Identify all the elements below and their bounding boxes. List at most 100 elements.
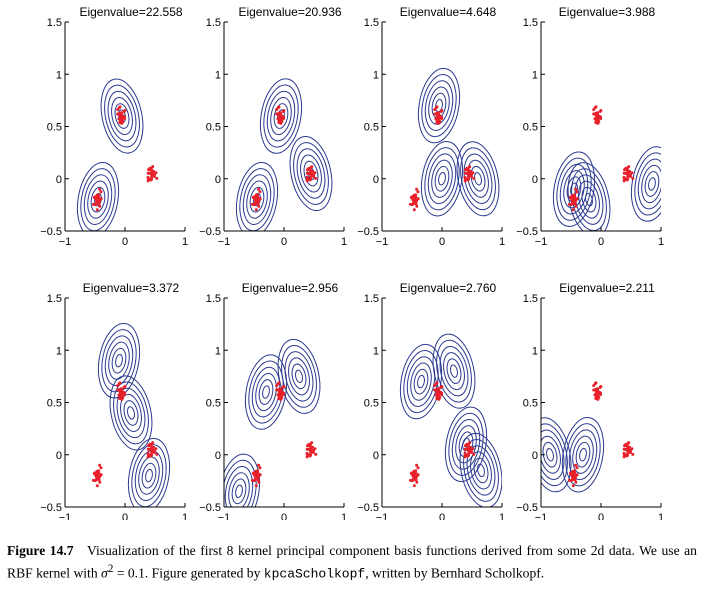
data-point	[573, 199, 576, 203]
y-tick-label: 1.5	[47, 293, 62, 305]
contour-ring	[559, 163, 589, 215]
contour-ring	[427, 153, 457, 205]
data-point	[120, 394, 124, 398]
y-tick-label: 0.5	[47, 122, 62, 134]
y-tick-label: 0.5	[206, 122, 221, 134]
contour-ring	[406, 356, 436, 407]
contour-ring	[296, 148, 326, 199]
contour-ring	[541, 417, 572, 493]
y-tick-label: 1.5	[523, 293, 538, 305]
data-point	[256, 193, 260, 197]
y-tick-label: 0	[215, 450, 221, 462]
x-tick-label: 0	[122, 512, 128, 520]
panel-6: Eigenvalue=2.956 −0.5 0 0.5 1 1.5 −1 0 1	[199, 281, 347, 520]
data-point	[258, 473, 262, 477]
data-point	[415, 480, 419, 484]
data-point	[596, 397, 600, 401]
y-tick-label: 0	[215, 174, 221, 186]
data-point	[416, 190, 420, 194]
data-point	[412, 484, 416, 488]
contour-lines	[76, 78, 144, 231]
x-tick-label: 0	[439, 236, 445, 248]
contour-ring	[470, 165, 486, 192]
contour-ring	[295, 369, 303, 384]
data-point	[118, 381, 122, 385]
y-tick-label: 1	[215, 69, 221, 81]
x-tick-label: 1	[499, 236, 505, 248]
data-point	[257, 480, 261, 484]
y-tick-label: 1.5	[206, 17, 221, 29]
data-point	[435, 381, 439, 385]
panel-title: Eigenvalue=3.372	[83, 281, 180, 295]
data-point	[622, 176, 626, 180]
data-point	[118, 105, 122, 109]
contour-ring	[293, 142, 329, 205]
contour-ring	[244, 354, 288, 430]
panel-2: Eigenvalue=20.936 −0.5 0 0.5 1 1.5 −1 0 1	[199, 5, 347, 248]
data-point	[250, 202, 254, 206]
data-point	[116, 108, 120, 112]
data-point	[250, 478, 254, 482]
data-point	[275, 384, 279, 388]
y-tick-label: 0	[532, 174, 538, 186]
data-point	[567, 478, 571, 482]
data-point	[592, 108, 596, 112]
data-point	[440, 393, 444, 396]
data-point	[99, 466, 103, 470]
contour-ring	[456, 141, 500, 217]
data-point	[592, 384, 596, 388]
data-point	[93, 195, 97, 199]
data-point	[152, 175, 156, 178]
data-points	[91, 381, 159, 488]
contour-ring	[630, 146, 661, 222]
data-point	[573, 478, 577, 481]
contour-ring	[399, 343, 443, 420]
contour-ring	[470, 451, 492, 490]
data-point	[466, 444, 470, 448]
data-point	[437, 394, 441, 398]
panel-title: Eigenvalue=22.558	[79, 5, 182, 19]
contour-ring	[262, 385, 270, 399]
data-point	[120, 118, 124, 122]
data-point	[146, 176, 150, 180]
data-point	[465, 447, 469, 451]
data-point	[466, 454, 470, 458]
contour-ring	[231, 478, 247, 505]
x-tick-label: 0	[439, 512, 445, 520]
data-point	[314, 452, 318, 456]
contour-ring	[432, 333, 476, 409]
data-point	[279, 118, 283, 122]
data-point	[575, 473, 579, 477]
data-point	[575, 190, 579, 194]
contour-ring	[259, 78, 303, 154]
contour-ring	[281, 344, 317, 408]
contour-ring	[83, 174, 113, 225]
data-point	[569, 471, 573, 475]
y-tick-label: 0.5	[364, 122, 379, 134]
contour-ring	[138, 456, 160, 495]
data-point	[412, 202, 415, 206]
data-point	[148, 447, 152, 451]
data-point	[99, 190, 103, 194]
data-point	[463, 452, 467, 456]
data-point	[625, 444, 629, 448]
y-tick-label: 0	[56, 450, 62, 462]
data-point	[414, 199, 417, 203]
contour-ring	[431, 159, 453, 198]
data-point	[119, 389, 123, 392]
data-point	[567, 202, 571, 206]
contour-lines	[541, 417, 605, 493]
y-tick-label: 1	[373, 69, 379, 81]
data-point	[254, 473, 258, 477]
data-point	[279, 121, 283, 125]
contour-ring	[101, 329, 137, 393]
contour-ring	[242, 174, 272, 225]
contour-ring	[104, 84, 140, 148]
contour-ring	[417, 67, 461, 144]
caption-text-1: Visualization of the first 8 kernel prin…	[7, 543, 697, 581]
y-tick-label: −0.5	[516, 502, 538, 514]
data-point	[415, 463, 419, 467]
y-tick-label: 1.5	[523, 17, 538, 29]
data-point	[414, 478, 418, 481]
data-points	[567, 105, 635, 212]
